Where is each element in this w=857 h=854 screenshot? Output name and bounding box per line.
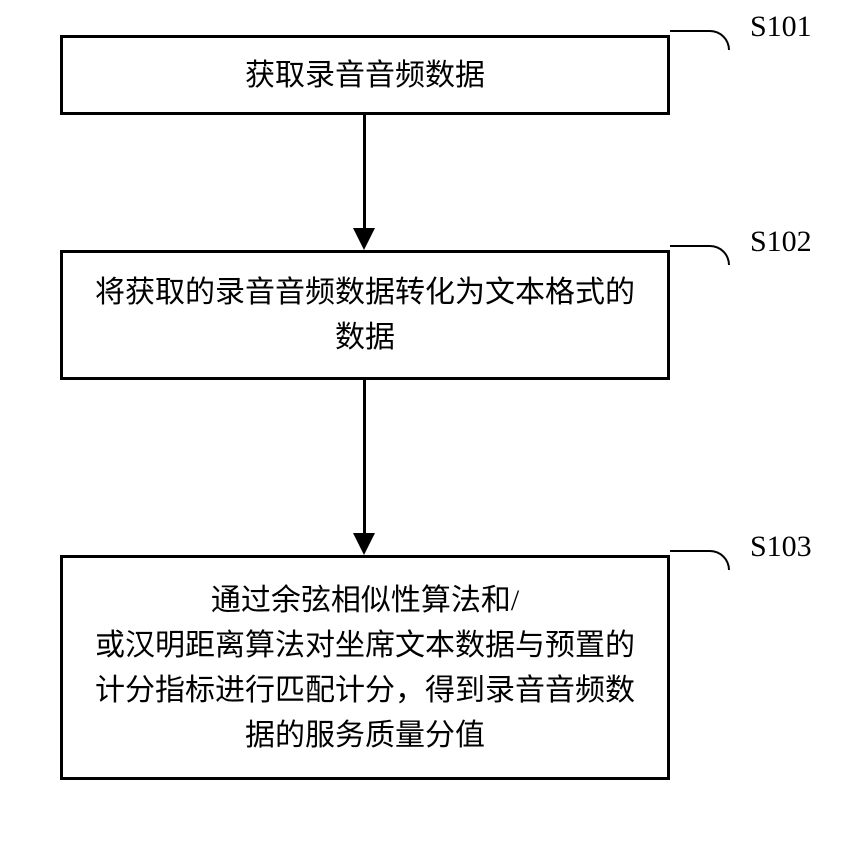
step-box-1: 获取录音音频数据 [60, 35, 670, 115]
label-connector-1 [670, 30, 730, 50]
step-text-2: 将获取的录音音频数据转化为文本格式的数据 [83, 270, 647, 360]
step-box-2: 将获取的录音音频数据转化为文本格式的数据 [60, 250, 670, 380]
step-text-1: 获取录音音频数据 [245, 53, 485, 98]
step-label-3: S103 [750, 530, 812, 564]
step-label-2: S102 [750, 225, 812, 259]
arrow-head-2 [353, 533, 375, 555]
label-connector-3 [670, 550, 730, 570]
arrow-line-2 [363, 380, 366, 535]
label-connector-2 [670, 245, 730, 265]
step-label-1: S101 [750, 10, 812, 44]
arrow-line-1 [363, 115, 366, 230]
arrow-head-1 [353, 228, 375, 250]
step-text-3: 通过余弦相似性算法和/ 或汉明距离算法对坐席文本数据与预置的计分指标进行匹配计分… [83, 578, 647, 758]
step-box-3: 通过余弦相似性算法和/ 或汉明距离算法对坐席文本数据与预置的计分指标进行匹配计分… [60, 555, 670, 780]
flowchart-canvas: 获取录音音频数据 S101 将获取的录音音频数据转化为文本格式的数据 S102 … [0, 0, 857, 854]
